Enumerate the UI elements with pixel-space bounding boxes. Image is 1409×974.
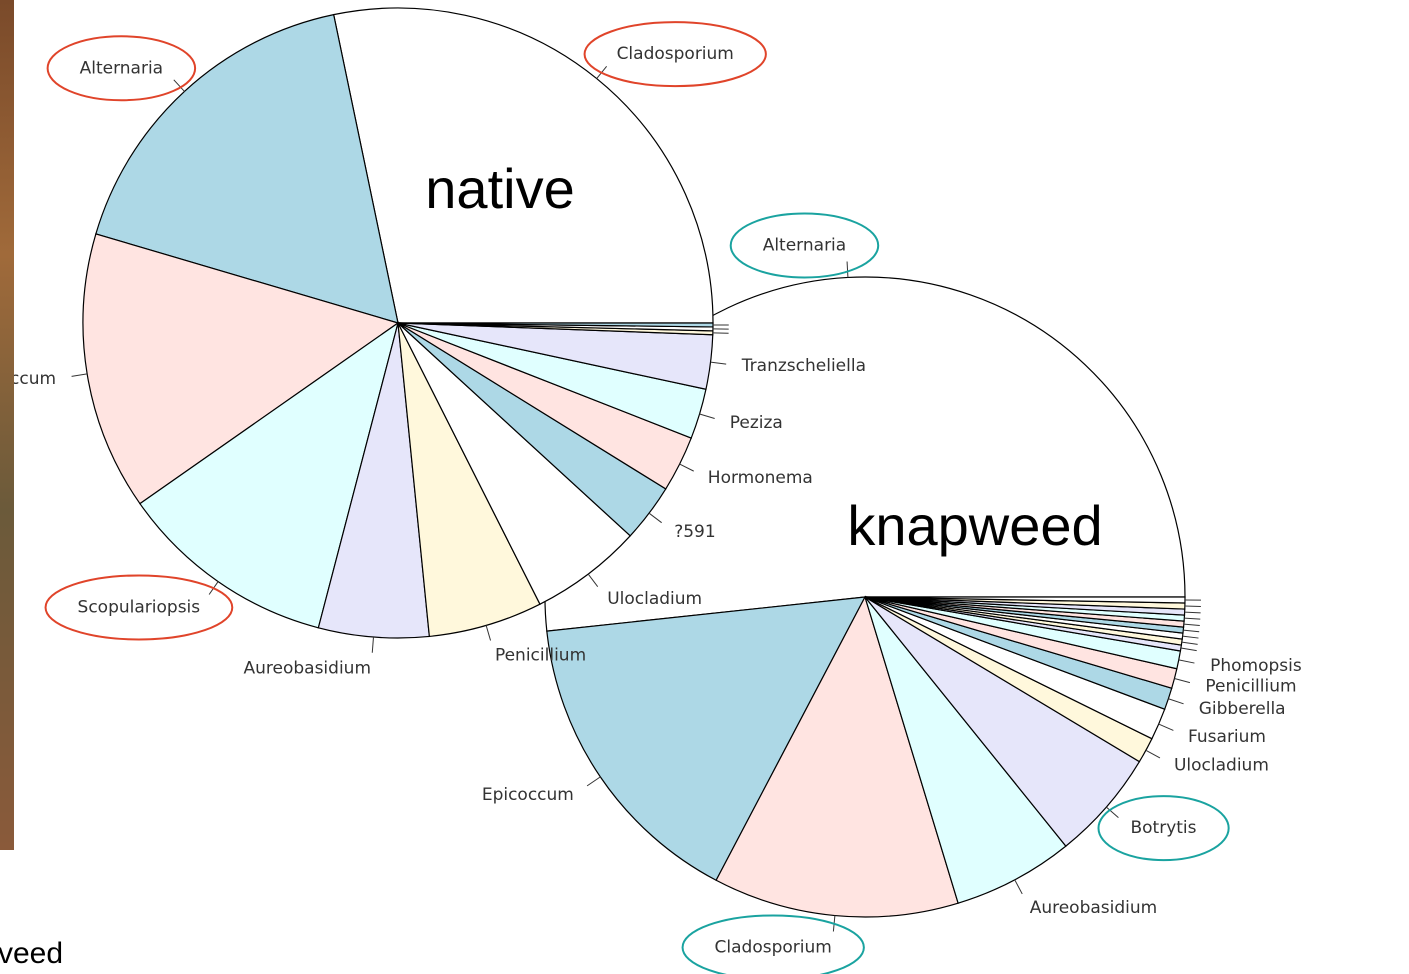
label-tick: [587, 573, 599, 587]
pie-slice: [546, 596, 867, 882]
label-tick: [1181, 641, 1198, 645]
label-tick: [1183, 623, 1200, 626]
slice-label: Ulocladium: [1174, 756, 1269, 776]
label-tick: [1184, 611, 1201, 614]
label-tick: [710, 361, 727, 365]
slice-label: Epicoccum: [0, 369, 56, 389]
label-tick: [1106, 806, 1119, 818]
slice-label: Penicillium: [495, 646, 586, 666]
footer-text: veed: [0, 937, 63, 970]
label-tick: [699, 413, 715, 419]
highlight-ellipse: [46, 35, 197, 102]
slice-label: Penicillium: [1205, 677, 1296, 697]
slice-label: Fusarium: [1188, 727, 1266, 747]
highlight-ellipse: [681, 914, 865, 974]
slice-label: ?591: [674, 522, 715, 542]
label-tick: [586, 776, 601, 787]
label-tick: [371, 637, 374, 653]
label-tick: [846, 261, 849, 278]
label-tick: [648, 512, 662, 524]
slice-label: Aureobasidium: [1030, 898, 1158, 918]
pie-slice: [95, 13, 399, 324]
pie-title: knapweed: [847, 494, 1102, 557]
slice-label: Botrytis: [1130, 818, 1196, 838]
slice-label: Hormonema: [708, 468, 813, 488]
label-tick: [173, 79, 185, 92]
label-tick: [485, 625, 492, 641]
label-tick: [1184, 617, 1201, 620]
slice-label: Phomopsis: [1210, 656, 1302, 676]
label-tick: [1183, 629, 1200, 633]
slice-label: Alternaria: [763, 236, 847, 256]
label-tick: [1180, 647, 1197, 652]
slice-label: Epicoccum: [482, 785, 574, 805]
label-tick: [1168, 698, 1184, 705]
slice-label: Peziza: [730, 413, 783, 433]
pie-slice: [864, 596, 1186, 604]
pie-chart: Alternaria Epicoccum Cladosporium Aureobasi…: [482, 212, 1302, 974]
pies: Alternaria Epicoccum Cladosporium Aureobasi…: [0, 7, 1302, 974]
label-tick: [71, 373, 88, 377]
highlight-ellipse: [1097, 795, 1230, 862]
pie-title: native: [425, 157, 574, 220]
slice-label: Ulocladium: [607, 589, 702, 609]
label-tick: [1182, 635, 1199, 639]
slice-label: Tranzscheliella: [741, 356, 866, 376]
label-tick: [1145, 749, 1161, 759]
label-tick: [679, 463, 694, 472]
pie-chart: Cladosporium Alternaria Epicoccum Scopulari…: [0, 7, 866, 678]
pie-slice: [332, 7, 714, 324]
slice-label: Cladosporium: [617, 44, 734, 64]
label-tick: [1174, 678, 1191, 684]
slice-label: Gibberella: [1199, 699, 1286, 719]
photo-strip: [0, 0, 14, 850]
highlight-ellipse: [729, 212, 880, 279]
label-tick: [1014, 879, 1023, 895]
slice-label: Aureobasidium: [243, 658, 371, 678]
label-tick: [1178, 659, 1195, 664]
highlight-ellipse: [583, 21, 767, 88]
pie-slice: [864, 596, 1067, 904]
pie-slice: [715, 595, 959, 918]
highlight-ellipse: [44, 574, 234, 641]
slice-label: Cladosporium: [715, 937, 832, 957]
slice-label: Scopulariopsis: [78, 597, 201, 617]
slice-label: Alternaria: [80, 58, 164, 78]
label-tick: [1158, 723, 1174, 731]
